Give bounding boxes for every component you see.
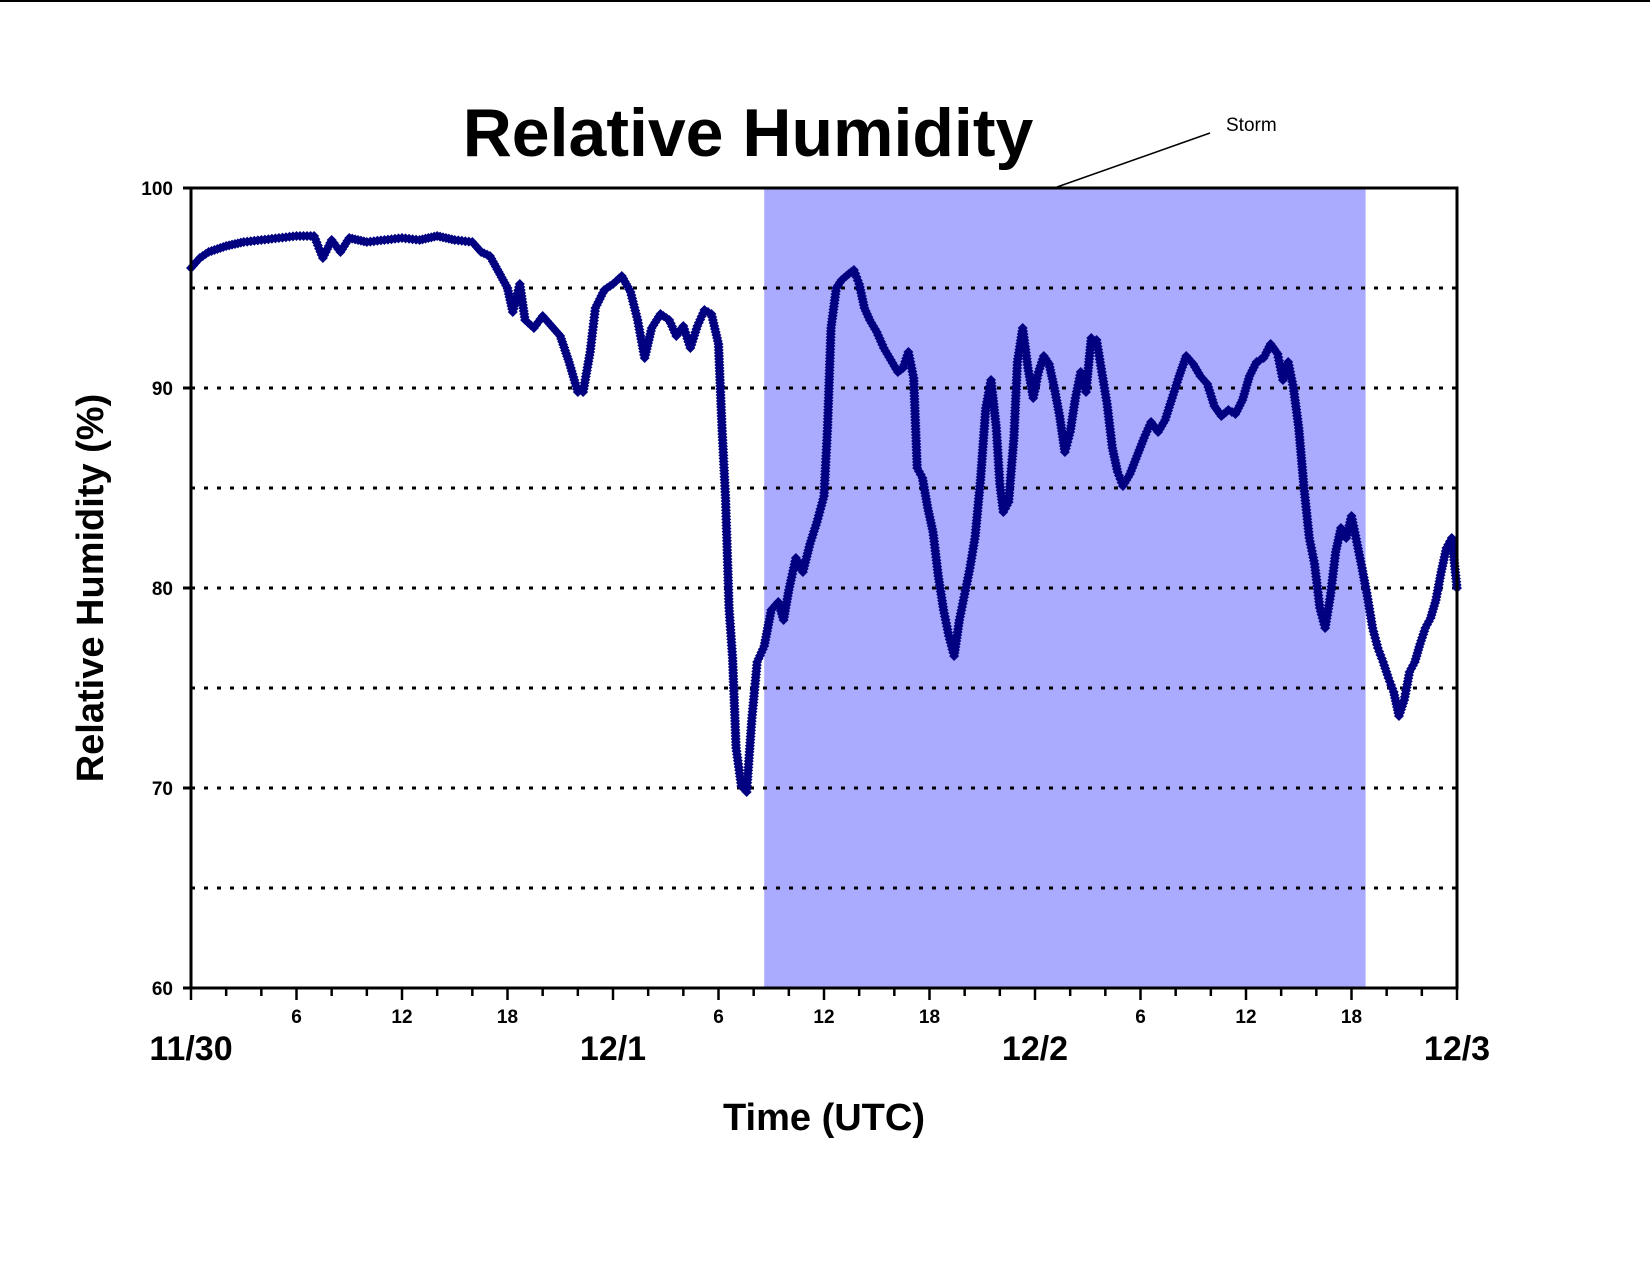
x-hour-label: 18	[1341, 1007, 1362, 1028]
top-border	[0, 0, 1650, 2]
chart-title: Relative Humidity	[463, 95, 1034, 171]
x-hour-label: 6	[713, 1007, 724, 1028]
x-hour-label: 6	[1135, 1007, 1146, 1028]
x-hour-label: 12	[813, 1007, 834, 1028]
x-hour-label: 18	[919, 1007, 940, 1028]
y-axis-title: Relative Humidity (%)	[70, 394, 112, 783]
x-hour-label: 12	[1235, 1007, 1256, 1028]
y-tick-label: 90	[152, 379, 173, 400]
x-date-label: 11/30	[149, 1030, 232, 1068]
y-tick-label: 80	[152, 579, 173, 600]
x-hour-label: 6	[291, 1007, 302, 1028]
y-tick-label: 60	[152, 979, 173, 1000]
gridlines	[191, 286, 1457, 890]
x-hour-label: 18	[497, 1007, 518, 1028]
x-date-label: 12/3	[1424, 1030, 1490, 1068]
x-date-label: 12/1	[580, 1030, 646, 1068]
x-date-label: 12/2	[1002, 1030, 1068, 1068]
axes: 60 70 80 90 100 6 12 18 6 12 18 6 12 18 11/30 12/1 12/2 1…	[141, 179, 1490, 1068]
humidity-series	[186, 231, 1462, 797]
x-hour-label: 12	[391, 1007, 412, 1028]
storm-annotation-label: Storm	[1226, 115, 1277, 136]
y-tick-label: 70	[152, 779, 173, 800]
storm-annotation-line	[1056, 132, 1211, 188]
y-tick-label: 100	[141, 179, 173, 200]
x-axis-title: Time (UTC)	[723, 1097, 925, 1139]
